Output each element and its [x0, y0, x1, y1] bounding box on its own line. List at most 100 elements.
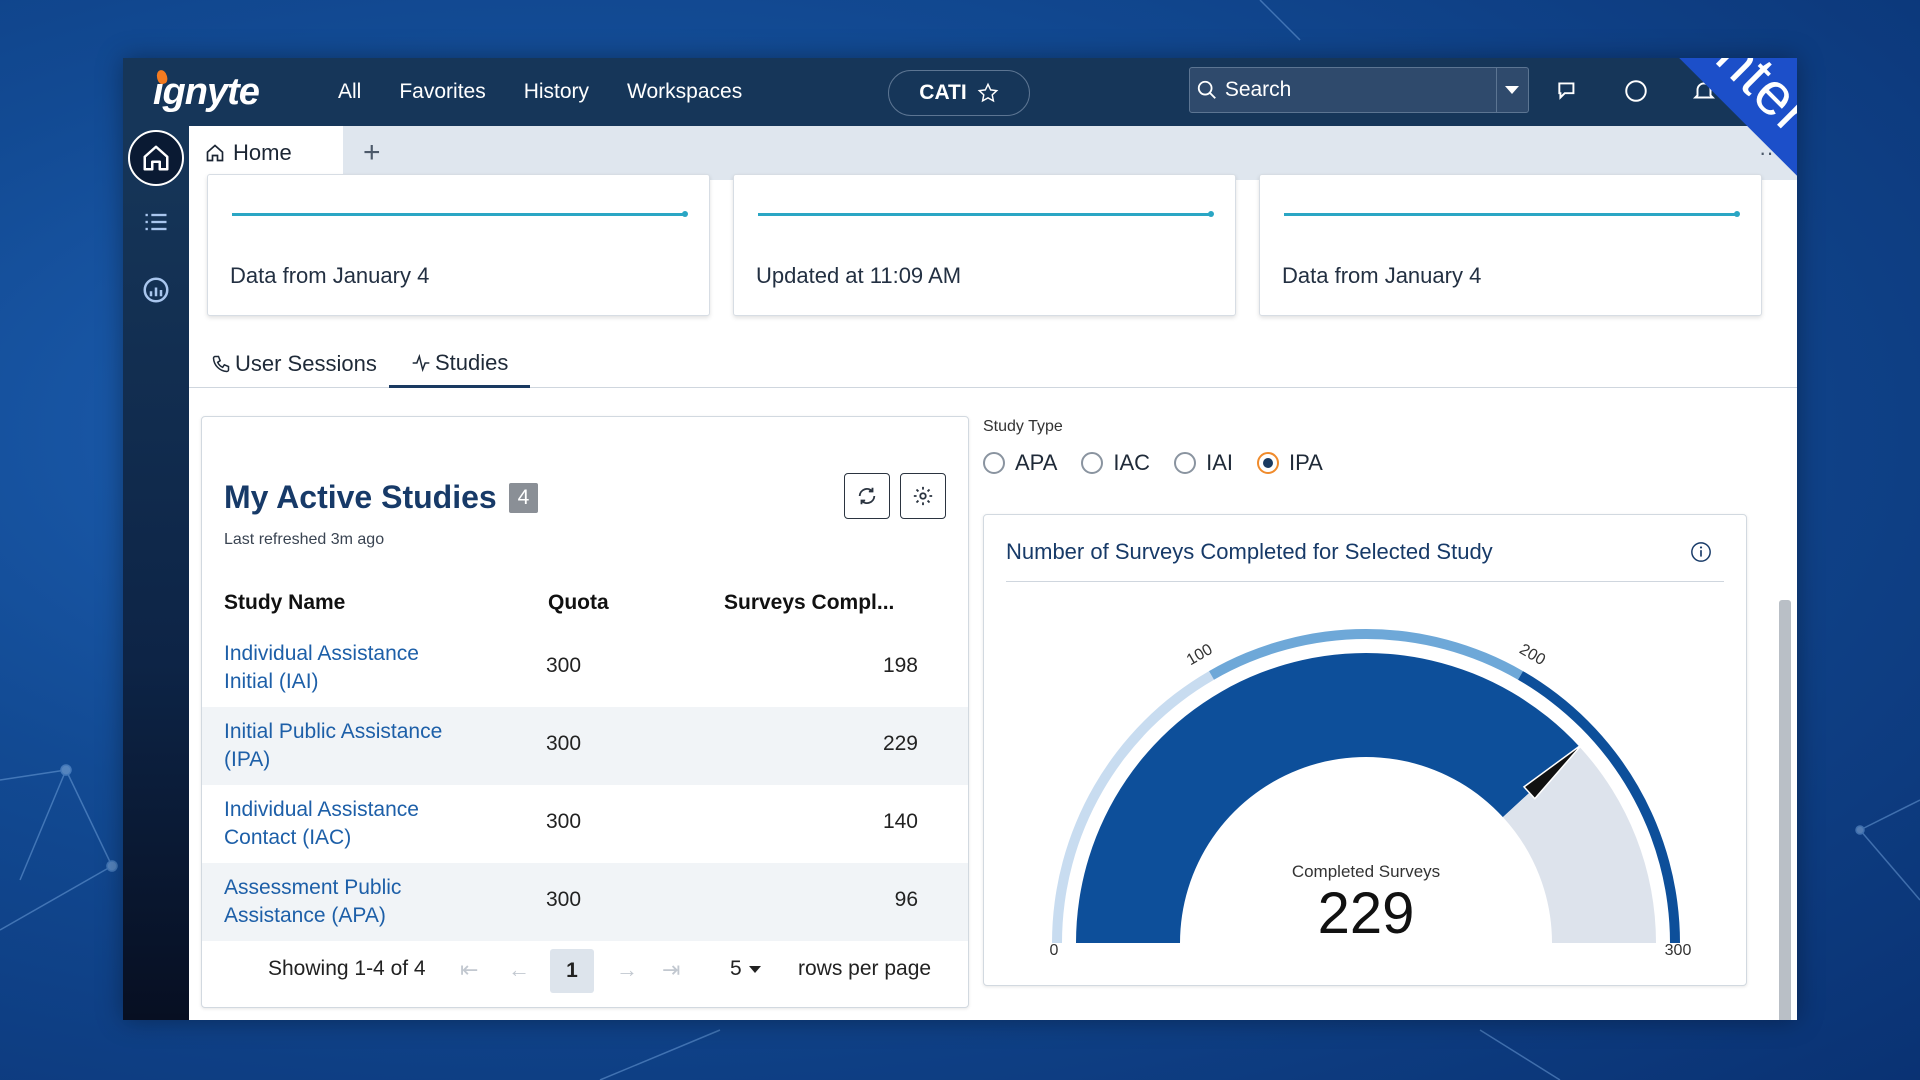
cati-workspace-button[interactable]: CATI — [888, 70, 1030, 116]
table-row[interactable]: Individual Assistance Initial (IAI) 300 … — [202, 629, 968, 707]
study-link[interactable]: Initial Public Assistance (IPA) — [224, 720, 443, 771]
divider — [1006, 581, 1724, 582]
table-row[interactable]: Assessment Public Assistance (APA) 300 9… — [202, 863, 968, 941]
search-scope-dropdown[interactable] — [1495, 68, 1528, 112]
prev-page-icon[interactable]: ← — [508, 957, 530, 982]
radio-label: IPA — [1288, 450, 1323, 475]
pagination: Showing 1-4 of 4 ⇤ ← 1 → ⇥ 5 rows per pa… — [202, 939, 968, 999]
current-page-button[interactable]: 1 — [550, 949, 594, 993]
tab-home-label: Home — [233, 140, 292, 165]
radio-circle[interactable] — [983, 452, 1005, 474]
last-page-icon[interactable]: ⇥ — [662, 957, 681, 982]
table-header: Study Name Quota Surveys Compl... — [202, 577, 968, 627]
vertical-scrollbar[interactable] — [1777, 400, 1793, 1020]
sidebar-analytics[interactable] — [128, 262, 184, 318]
tab-home[interactable]: Home — [189, 126, 343, 180]
stat-card: Data from January 4 — [207, 174, 710, 316]
radio-iac[interactable]: IAC — [1081, 450, 1150, 476]
col-surveys-completed[interactable]: Surveys Compl... — [724, 591, 895, 614]
caret-down-icon — [748, 965, 761, 973]
workspace-tabbar: Home + ··· — [189, 126, 1797, 180]
gauge-title: Number of Surveys Completed for Selected… — [1006, 539, 1493, 564]
caret-down-icon — [1505, 86, 1520, 94]
completed-cell: 96 — [894, 888, 918, 911]
sidebar-home[interactable] — [128, 130, 184, 186]
gauge-tick-label: 200 — [1516, 641, 1548, 669]
tab-user-sessions-label: User Sessions — [235, 351, 377, 376]
gauge-center-label: Completed Surveys — [1292, 862, 1440, 881]
rows-per-page-label: rows per page — [798, 957, 932, 980]
stat-card-caption: Data from January 4 — [1282, 263, 1482, 288]
study-detail-panel: Study Type APA IAC IAI IPA Number of Sur… — [983, 416, 1763, 986]
sidebar-list[interactable] — [128, 194, 184, 250]
nav-history[interactable]: History — [523, 80, 590, 103]
nav-favorites[interactable]: Favorites — [399, 80, 486, 103]
gauge-card: Number of Surveys Completed for Selected… — [983, 514, 1747, 986]
radio-circle[interactable] — [1081, 452, 1104, 474]
table-row[interactable]: Individual Assistance Contact (IAC) 300 … — [202, 785, 968, 863]
search-input[interactable] — [1224, 78, 1496, 102]
study-link[interactable]: Assessment Public Assistance (APA) — [224, 876, 402, 927]
left-sidebar — [123, 126, 189, 1020]
radio-circle[interactable] — [1174, 452, 1197, 474]
info-icon[interactable] — [1690, 541, 1712, 563]
global-search — [1189, 67, 1529, 113]
main-content: Data from January 4 Updated at 11:09 AM … — [189, 174, 1797, 1020]
star-icon[interactable] — [977, 82, 999, 104]
sparkline — [758, 211, 1214, 217]
card-title: My Active Studies 4 — [224, 479, 539, 516]
phone-icon — [212, 355, 230, 373]
radio-ipa[interactable]: IPA — [1256, 450, 1323, 476]
nav-workspaces[interactable]: Workspaces — [627, 80, 743, 103]
completed-cell: 140 — [882, 810, 918, 833]
gauge-tick-label: 300 — [1665, 942, 1692, 959]
gauge-value-arc — [1076, 653, 1580, 943]
top-navbar: ignyte All Favorites History Workspaces … — [123, 58, 1797, 126]
tab-studies-label: Studies — [435, 349, 509, 375]
home-icon — [206, 144, 224, 162]
gauge-value: 229 — [1318, 881, 1415, 946]
add-tab-button[interactable]: + — [363, 136, 381, 169]
radio-circle[interactable] — [1256, 452, 1279, 474]
next-page-icon[interactable]: → — [616, 957, 638, 982]
radio-label: IAI — [1206, 450, 1233, 475]
rows-per-page-value: 5 — [730, 957, 742, 980]
gauge-band-high — [1518, 671, 1680, 943]
refresh-button[interactable] — [844, 473, 890, 519]
study-link[interactable]: Individual Assistance Initial (IAI) — [224, 642, 419, 693]
last-refreshed: Last refreshed 3m ago — [224, 531, 385, 548]
radio-iai[interactable]: IAI — [1174, 450, 1233, 476]
quota-cell: 300 — [546, 810, 582, 833]
study-link[interactable]: Individual Assistance Contact (IAC) — [224, 798, 419, 849]
chat-icon[interactable] — [1555, 78, 1581, 104]
settings-button[interactable] — [900, 473, 946, 519]
tab-studies[interactable]: Studies — [389, 340, 531, 388]
stat-card-caption: Updated at 11:09 AM — [756, 263, 962, 288]
app-window: ignyte All Favorites History Workspaces … — [123, 58, 1797, 1020]
table-row[interactable]: Initial Public Assistance (IPA) 300 229 — [202, 707, 968, 785]
stat-card: Data from January 4 — [1259, 174, 1762, 316]
ignyte-logo[interactable]: ignyte — [153, 66, 260, 118]
col-study-name[interactable]: Study Name — [224, 591, 346, 614]
tab-user-sessions[interactable]: User Sessions — [211, 340, 377, 388]
top-action-icons — [1555, 78, 1717, 104]
home-icon — [143, 145, 169, 171]
scrollbar-thumb[interactable] — [1779, 600, 1791, 1020]
first-page-icon[interactable]: ⇤ — [460, 957, 479, 982]
gauge-tick-label: 100 — [1184, 641, 1216, 669]
refresh-icon — [858, 487, 876, 505]
nav-all[interactable]: All — [338, 80, 362, 103]
radio-label: APA — [1015, 450, 1058, 475]
help-icon[interactable] — [1623, 78, 1649, 104]
active-studies-card: My Active Studies 4 Last refreshed 3m ag… — [201, 416, 969, 1008]
sparkline — [1284, 211, 1740, 217]
logo-text: ignyte — [153, 70, 260, 113]
radio-apa[interactable]: APA — [983, 450, 1057, 476]
gear-icon — [913, 486, 933, 506]
study-type-radio-group: APA IAC IAI IPA — [983, 450, 1763, 476]
completed-cell: 198 — [882, 654, 918, 677]
count-badge: 4 — [508, 482, 539, 513]
col-quota[interactable]: Quota — [548, 591, 609, 614]
rows-per-page-select[interactable]: 5 — [730, 957, 762, 981]
